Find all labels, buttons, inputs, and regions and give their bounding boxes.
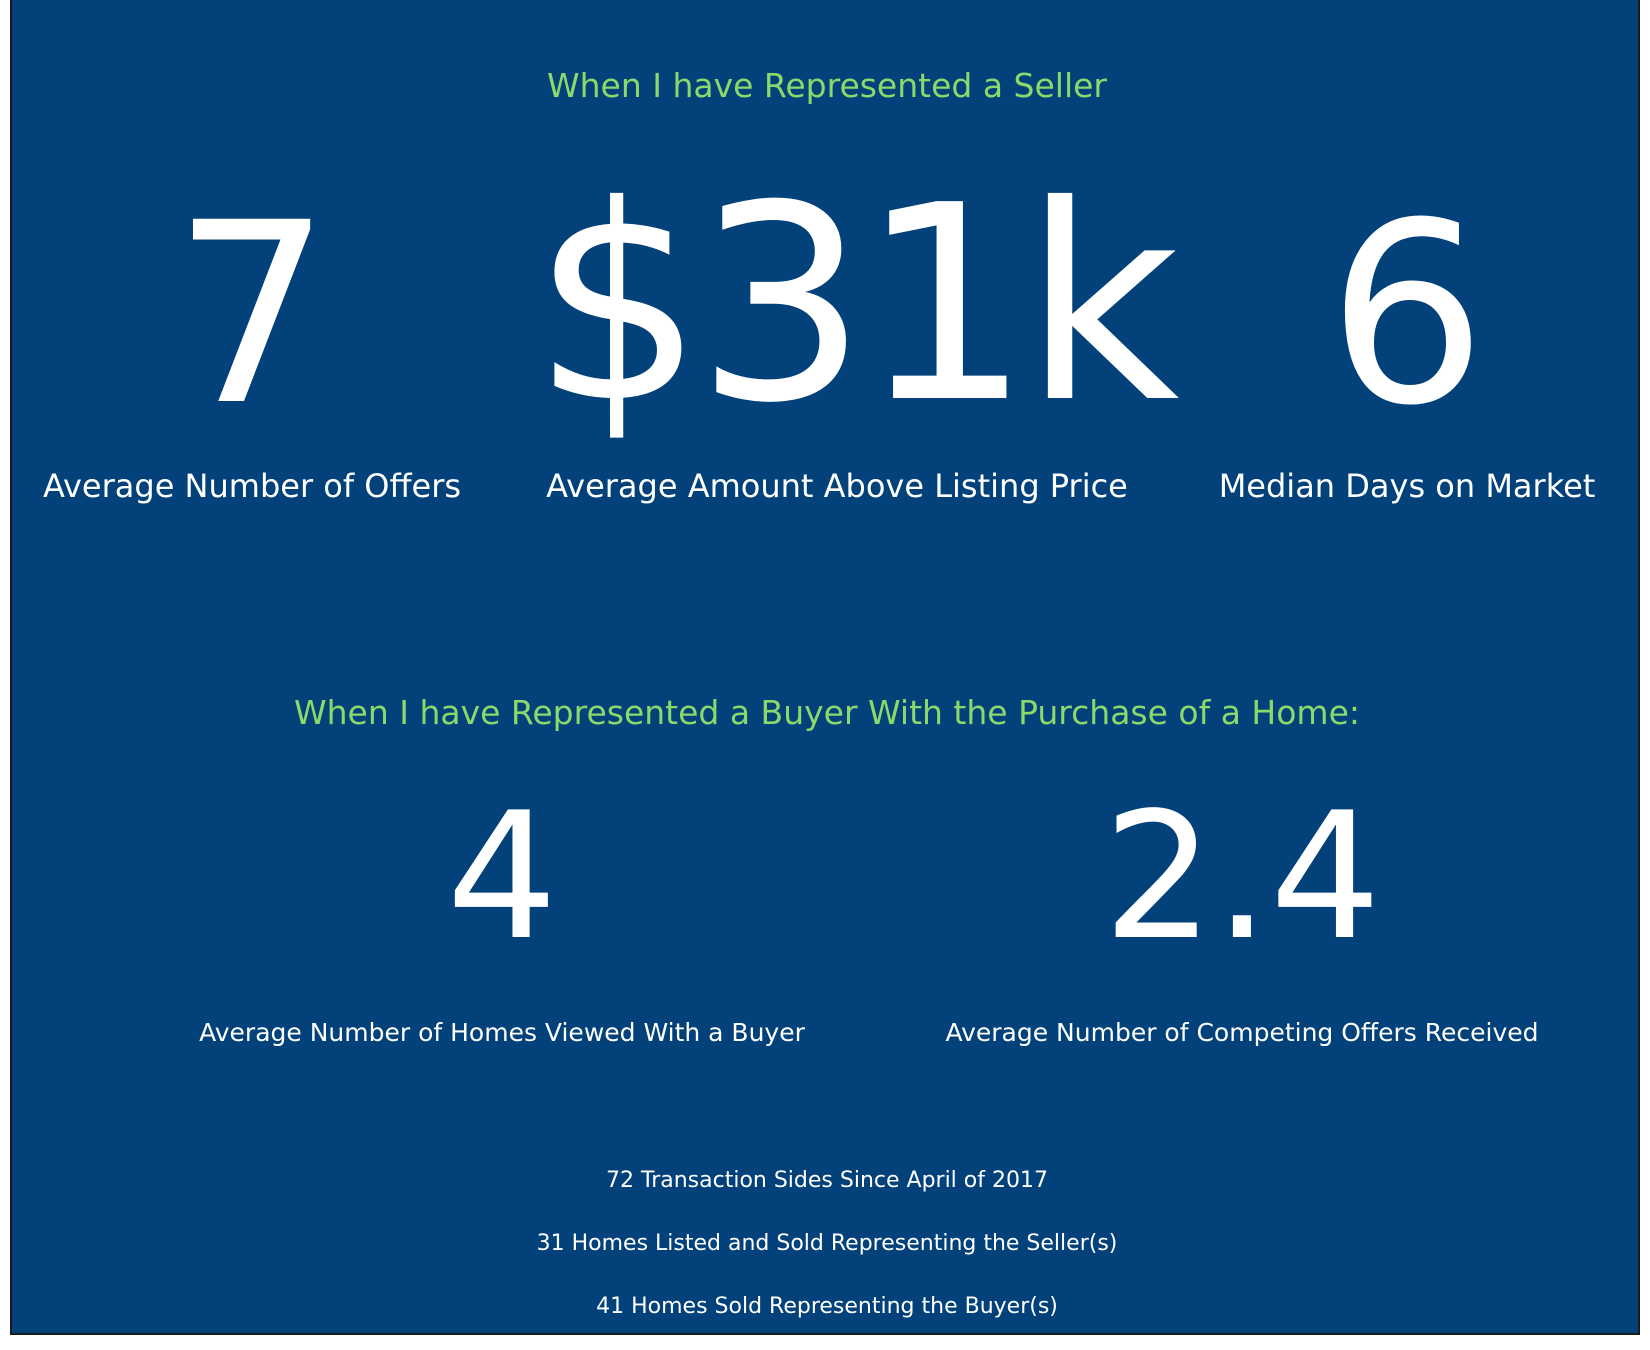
- footer-seller-homes: 31 Homes Listed and Sold Representing th…: [536, 1231, 1118, 1256]
- stat-above-listing: $31k Average Amount Above Listing Price: [532, 147, 1180, 540]
- stats-panel: When I have Represented a Seller 7 Avera…: [10, 0, 1640, 1335]
- stat-homes-viewed: 4 Average Number of Homes Viewed With a …: [182, 790, 822, 1050]
- stat-label: Median Days on Market: [1218, 467, 1596, 505]
- stat-median-days: 6 Median Days on Market: [1182, 170, 1632, 540]
- stat-value: $31k: [532, 147, 1180, 462]
- stat-label: Average Number of Homes Viewed With a Bu…: [199, 1018, 805, 1047]
- stat-label: Average Number of Offers: [42, 467, 462, 505]
- stat-competing-offers: 2.4 Average Number of Competing Offers R…: [912, 790, 1572, 1050]
- stat-value: 7: [172, 169, 332, 460]
- stat-label: Average Amount Above Listing Price: [546, 467, 1128, 505]
- stat-average-offers: 7 Average Number of Offers: [32, 170, 472, 540]
- stat-value: 6: [1327, 169, 1487, 460]
- footer-transaction-sides: 72 Transaction Sides Since April of 2017: [606, 1168, 1048, 1193]
- stat-label: Average Number of Competing Offers Recei…: [945, 1018, 1539, 1047]
- footer-buyer-homes: 41 Homes Sold Representing the Buyer(s): [596, 1294, 1058, 1319]
- stat-value: 2.4: [1102, 776, 1382, 979]
- buyer-section-heading: When I have Represented a Buyer With the…: [293, 693, 1360, 732]
- stat-value: 4: [446, 776, 558, 979]
- seller-section-heading: When I have Represented a Seller: [546, 66, 1108, 105]
